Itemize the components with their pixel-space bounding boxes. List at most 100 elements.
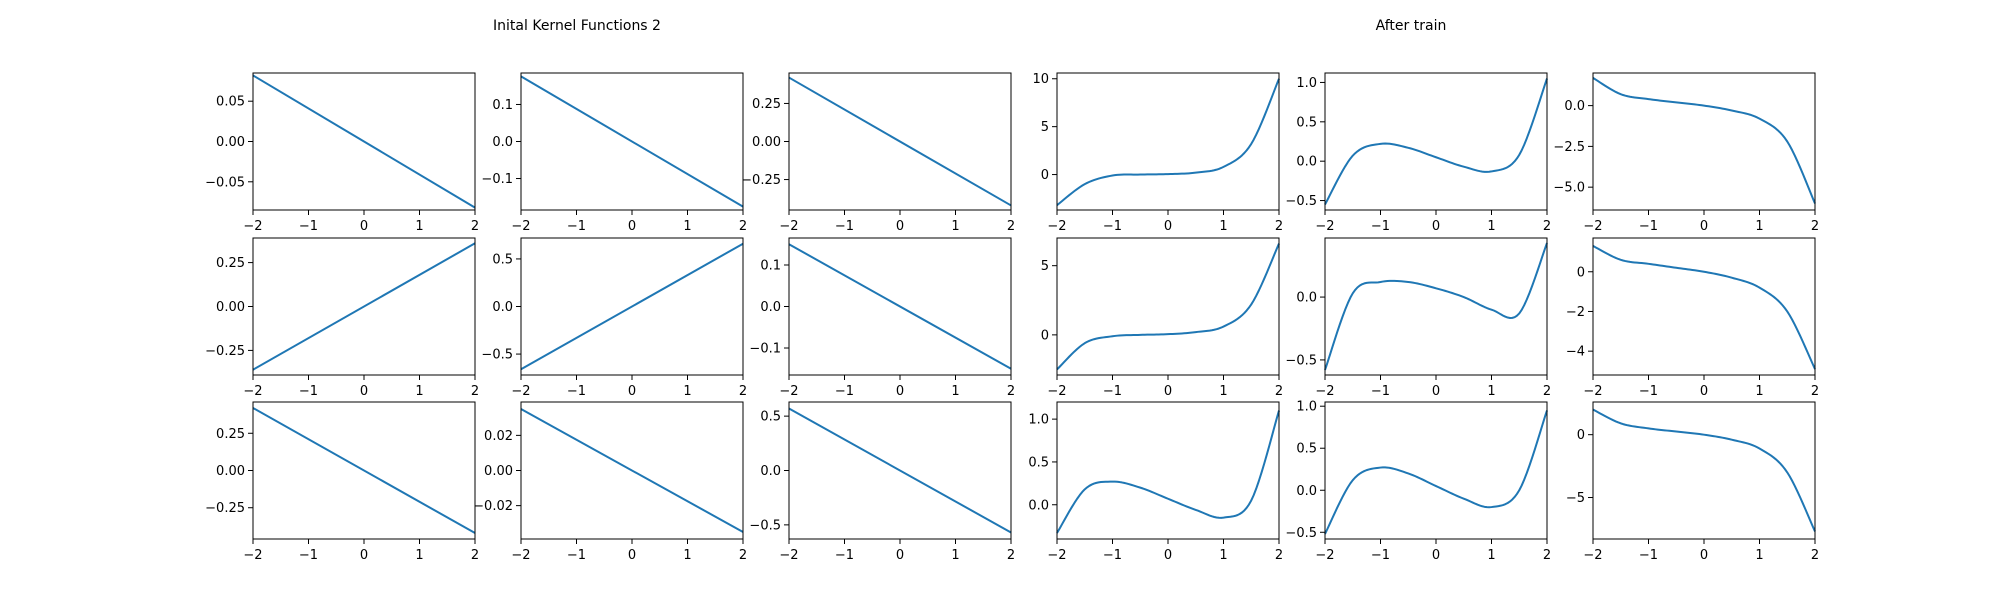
y-tick-label: −0.25 (205, 344, 245, 359)
y-tick-label: 0 (1041, 328, 1049, 343)
x-tick-label: 1 (1755, 219, 1763, 234)
x-tick-label: 0 (628, 384, 636, 399)
x-tick-label: 2 (739, 219, 747, 234)
y-tick-label: 0.0 (492, 300, 513, 315)
x-tick-label: 2 (739, 384, 747, 399)
y-tick-label: 0 (1577, 265, 1585, 280)
y-tick-label: 0.1 (492, 98, 513, 113)
y-tick-label: −0.02 (473, 499, 513, 514)
x-tick-label: −1 (1639, 548, 1658, 563)
x-tick-label: −2 (243, 384, 262, 399)
x-tick-label: −1 (1103, 548, 1122, 563)
x-tick-label: 1 (951, 548, 959, 563)
x-tick-label: 1 (1219, 384, 1227, 399)
x-tick-label: 0 (896, 548, 904, 563)
series-line (1056, 410, 1280, 534)
y-tick-label: −4 (1566, 345, 1585, 360)
y-tick-label: 0.5 (1028, 455, 1049, 470)
x-tick-label: 0 (360, 384, 368, 399)
y-tick-label: 0.0 (1296, 155, 1317, 170)
y-tick-label: −0.1 (749, 342, 781, 357)
subplot-r2-c5: −2 −1 0 1 2 0 −5 (1566, 401, 1819, 563)
x-tick-label: 1 (1487, 384, 1495, 399)
y-tick-label: 1.0 (1296, 76, 1317, 91)
subplot-r2-c3: −2 −1 0 1 2 1.0 0.5 0.0 (1028, 401, 1283, 563)
subplot-r1-c5: −2 −1 0 1 2 0 −2 −4 (1566, 237, 1819, 399)
left-title: Inital Kernel Functions 2 (493, 18, 661, 34)
x-tick-label: 2 (471, 548, 479, 563)
x-tick-label: −2 (779, 548, 798, 563)
x-tick-label: 2 (1543, 384, 1551, 399)
y-tick-label: −0.5 (1285, 194, 1317, 209)
series-line (1324, 410, 1548, 535)
subplot-r2-c2: −2 −1 0 1 2 0.5 0.0 −0.5 (749, 401, 1015, 563)
series-line (1592, 77, 1816, 204)
x-tick-label: 2 (471, 384, 479, 399)
x-tick-label: 1 (1219, 219, 1227, 234)
x-tick-label: −2 (243, 548, 262, 563)
y-tick-label: 0.0 (492, 135, 513, 150)
subplot-r1-c1: −2 −1 0 1 2 0.5 0.0 −0.5 (481, 237, 747, 399)
x-tick-label: 0 (1164, 548, 1172, 563)
series-line (1056, 78, 1280, 206)
subplot-r0-c0: −2 −1 0 1 2 0.05 0.00 −0.05 (205, 72, 479, 234)
x-tick-label: 1 (683, 384, 691, 399)
y-tick-label: 0.25 (216, 256, 245, 271)
x-tick-label: 1 (683, 219, 691, 234)
x-tick-label: −1 (1371, 548, 1390, 563)
y-tick-label: −0.25 (205, 501, 245, 516)
y-tick-label: 0.00 (484, 464, 513, 479)
x-tick-label: 2 (1543, 219, 1551, 234)
x-tick-label: −1 (567, 219, 586, 234)
x-tick-label: −1 (1371, 384, 1390, 399)
subplot-r2-c4: −2 −1 0 1 2 1.0 0.5 0.0 −0.5 (1285, 400, 1551, 563)
x-tick-label: 0 (896, 219, 904, 234)
x-tick-label: −1 (1371, 219, 1390, 234)
x-tick-label: 2 (1811, 384, 1819, 399)
x-tick-label: 2 (471, 219, 479, 234)
y-tick-label: −2.5 (1553, 140, 1585, 155)
series-line (252, 74, 476, 209)
x-tick-label: −1 (1103, 384, 1122, 399)
x-tick-label: 1 (1487, 219, 1495, 234)
x-tick-label: −2 (511, 384, 530, 399)
x-tick-label: −2 (779, 219, 798, 234)
x-tick-label: −2 (1047, 219, 1066, 234)
x-tick-label: 1 (415, 384, 423, 399)
x-tick-label: 0 (1164, 219, 1172, 234)
y-tick-label: 0.05 (216, 95, 245, 110)
subplot-r2-c0: −2 −1 0 1 2 0.25 0.00 −0.25 (205, 401, 479, 563)
y-tick-label: 0.0 (1564, 99, 1585, 114)
x-tick-label: 0 (1700, 219, 1708, 234)
x-tick-label: −2 (1047, 548, 1066, 563)
y-tick-label: 5 (1041, 120, 1049, 135)
y-tick-label: 0 (1041, 168, 1049, 183)
y-tick-label: −0.5 (1285, 353, 1317, 368)
series-line (520, 408, 744, 533)
subplot-r1-c3: −2 −1 0 1 2 5 0 (1041, 237, 1283, 399)
x-tick-label: −1 (299, 384, 318, 399)
x-tick-label: 2 (1811, 548, 1819, 563)
x-tick-label: 2 (1543, 548, 1551, 563)
series-line (1056, 243, 1280, 371)
x-tick-label: −2 (1315, 219, 1334, 234)
y-tick-label: −0.5 (1285, 526, 1317, 541)
x-tick-label: 0 (1700, 384, 1708, 399)
x-tick-label: 1 (1487, 548, 1495, 563)
x-tick-label: −2 (1583, 219, 1602, 234)
x-tick-label: 1 (951, 384, 959, 399)
x-tick-label: 2 (1275, 219, 1283, 234)
x-tick-label: −2 (1583, 384, 1602, 399)
y-tick-label: 0.00 (216, 135, 245, 150)
y-tick-label: −0.1 (481, 172, 513, 187)
x-tick-label: 0 (1432, 384, 1440, 399)
x-tick-label: −2 (511, 219, 530, 234)
y-tick-label: 1.0 (1028, 413, 1049, 428)
y-tick-label: 0.25 (752, 97, 781, 112)
series-line (788, 407, 1012, 534)
series-line (788, 76, 1012, 207)
x-tick-label: −2 (1315, 384, 1334, 399)
x-tick-label: 1 (683, 548, 691, 563)
